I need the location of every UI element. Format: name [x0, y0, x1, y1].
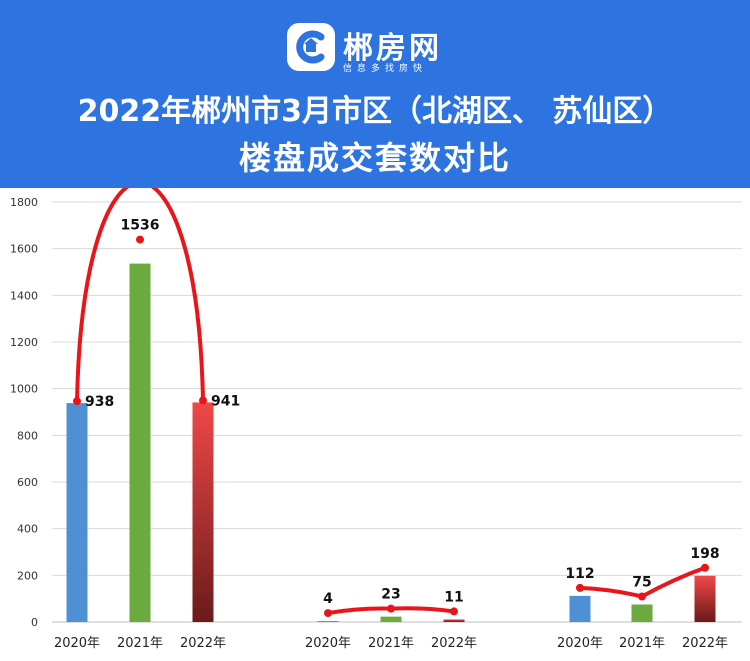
y-tick-label: 1200: [10, 336, 38, 349]
bar: [694, 575, 716, 622]
data-label: 75: [632, 575, 651, 591]
trend-point: [701, 563, 709, 572]
chart-title-line-1: 2022年郴州市3月市区（北湖区、 苏仙区）: [77, 94, 673, 129]
bar: [443, 619, 465, 622]
plot-area: [52, 202, 742, 622]
y-tick-label: 1000: [10, 383, 38, 396]
logo-name: 郴房网: [343, 31, 442, 66]
logo-slogan: 信息多找房快: [343, 64, 428, 74]
data-label: 11: [444, 589, 463, 605]
y-tick-label: 400: [17, 523, 38, 536]
data-label: 941: [211, 393, 240, 409]
x-tick-label: 2021年: [368, 636, 414, 651]
trend-point: [324, 609, 332, 618]
bar: [192, 402, 214, 622]
data-label: 23: [381, 587, 400, 603]
trend-point: [136, 235, 144, 244]
x-tick-label: 2021年: [619, 636, 665, 651]
header-banner: 郴房网 信息多找房快 2022年郴州市3月市区（北湖区、 苏仙区） 楼盘成交套数…: [0, 0, 750, 188]
bar: [66, 403, 88, 622]
x-tick-label: 2022年: [431, 636, 477, 651]
bar: [569, 595, 591, 622]
trend-point: [199, 396, 207, 405]
trend-point: [387, 604, 395, 613]
y-tick-label: 600: [17, 476, 38, 489]
y-tick-label: 800: [17, 429, 38, 442]
chart-title-line-2: 楼盘成交套数对比: [238, 139, 511, 177]
y-tick-label: 1400: [10, 289, 38, 302]
bar: [631, 604, 653, 622]
y-tick-label: 0: [31, 616, 38, 629]
x-tick-label: 2021年: [117, 636, 163, 651]
data-label: 1536: [121, 218, 160, 234]
trend-point: [638, 592, 646, 601]
data-label: 4: [323, 591, 333, 607]
bar-chart: 0 200 400 600 800 1000 1200 1400 1600 1800 2020年 20…: [10, 188, 742, 651]
x-tick-label: 2020年: [557, 636, 603, 651]
data-label: 112: [565, 566, 594, 582]
trend-point: [576, 583, 584, 592]
x-tick-label: 2020年: [305, 636, 351, 651]
bar: [317, 621, 339, 622]
logo-icon: [287, 23, 335, 71]
bar: [129, 263, 151, 622]
logo: 郴房网 信息多找房快: [287, 23, 463, 75]
trend-point: [450, 607, 458, 616]
x-tick-label: 2022年: [180, 636, 226, 651]
bar: [380, 616, 402, 622]
x-tick-label: 2020年: [54, 636, 100, 651]
y-tick-label: 200: [17, 569, 38, 582]
y-tick-label: 1600: [10, 243, 38, 256]
y-tick-label: 1800: [10, 196, 38, 209]
data-label: 198: [690, 546, 719, 562]
trend-line: [75, 188, 205, 404]
data-label: 938: [85, 394, 114, 410]
trend-point: [73, 397, 81, 406]
x-tick-label: 2022年: [682, 636, 728, 651]
